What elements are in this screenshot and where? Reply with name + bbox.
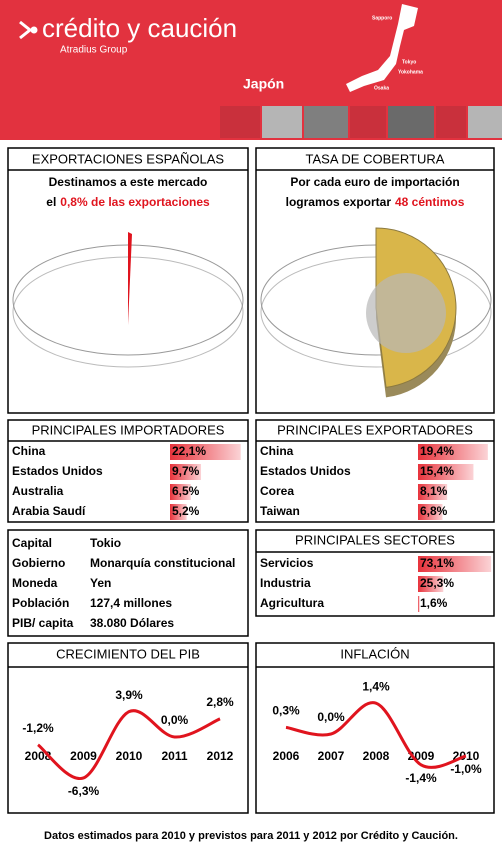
brand: crédito y caución xyxy=(42,13,237,43)
value-label: 6,5% xyxy=(172,484,200,498)
group: Atradius Group xyxy=(60,45,128,56)
city: Osaka xyxy=(374,85,389,91)
value-label: 0,3% xyxy=(272,704,300,718)
bar xyxy=(170,464,202,480)
x-tick-label: 2010 xyxy=(116,749,143,763)
value-label: 6,8% xyxy=(420,504,448,518)
bar xyxy=(170,484,191,500)
info-label: Población xyxy=(12,596,69,610)
x-tick-label: 2011 xyxy=(161,749,187,763)
logo-icon xyxy=(19,20,38,40)
category-label: Estados Unidos xyxy=(12,464,103,478)
x-tick-label: 2007 xyxy=(318,749,345,763)
value-label: -1,4% xyxy=(405,771,437,785)
category-label: Corea xyxy=(260,484,294,498)
info-value: 38.080 Dólares xyxy=(90,616,174,630)
value-label: 0,0% xyxy=(161,713,189,727)
info-value: Tokio xyxy=(90,536,121,550)
bar xyxy=(418,444,488,460)
info-value: 127,4 millones xyxy=(90,596,172,610)
value-label: 19,4% xyxy=(420,444,454,458)
category-label: Agricultura xyxy=(260,596,324,610)
category-label: Arabia Saudí xyxy=(12,504,86,518)
highlight: 0,8% de las exportaciones xyxy=(60,195,210,209)
panel-title: PRINCIPALES SECTORES xyxy=(295,532,455,547)
value-label: 73,1% xyxy=(420,556,454,570)
value-label: 15,4% xyxy=(420,464,454,478)
info-label: Capital xyxy=(12,536,52,550)
category-label: Australia xyxy=(12,484,64,498)
panel-text: logramos exportar 48 céntimos xyxy=(286,195,465,209)
category-label: China xyxy=(260,444,294,458)
text-part: logramos exportar xyxy=(286,195,392,209)
bar xyxy=(418,556,492,572)
info-label: PIB/ capita xyxy=(12,616,74,630)
bar xyxy=(418,576,444,592)
category-label: Taiwan xyxy=(260,504,300,518)
panel-title: PRINCIPALES EXPORTADORES xyxy=(277,422,473,437)
panel-title: TASA DE COBERTURA xyxy=(306,151,445,166)
bar xyxy=(418,464,474,480)
highlight: 48 céntimos xyxy=(395,195,465,209)
value-label: 22,1% xyxy=(172,444,206,458)
x-tick-label: 2009 xyxy=(70,749,97,763)
value-label: 1,4% xyxy=(362,679,390,693)
header-strip xyxy=(220,106,502,138)
line xyxy=(285,701,467,769)
value-label: 3,9% xyxy=(115,688,143,702)
value-label: 0,0% xyxy=(317,710,345,724)
footer: Datos estimados para 2010 y previstos pa… xyxy=(44,830,458,842)
value-label: -1,0% xyxy=(450,762,482,776)
panel-title: INFLACIÓN xyxy=(340,646,409,661)
panel-text: el 0,8% de las exportaciones xyxy=(46,195,210,209)
bar xyxy=(170,444,241,460)
category-label: Estados Unidos xyxy=(260,464,351,478)
bar xyxy=(418,484,448,500)
coin-center xyxy=(366,273,446,353)
info-value: Monarquía constitucional xyxy=(90,556,235,570)
map-cities: Sapporo Tokyo Yokohama Osaka xyxy=(372,15,423,91)
bar xyxy=(418,596,420,612)
info-value: Yen xyxy=(90,576,111,590)
value-label: 5,2% xyxy=(172,504,200,518)
city: Sapporo xyxy=(372,15,392,21)
x-tick-label: 2008 xyxy=(363,749,390,763)
city: Tokyo xyxy=(402,59,416,65)
panel-text: Por cada euro de importación xyxy=(290,175,459,189)
bar xyxy=(170,504,187,520)
line xyxy=(37,709,221,780)
value-label: 9,7% xyxy=(172,464,200,478)
value-label: -1,2% xyxy=(22,721,54,735)
japan-map xyxy=(346,4,418,92)
x-tick-label: 2012 xyxy=(207,749,234,763)
text-part: el xyxy=(46,195,56,209)
value-label: 8,1% xyxy=(420,484,448,498)
category-label: Industria xyxy=(260,576,311,590)
panel-frames xyxy=(7,147,495,814)
x-tick-label: 2006 xyxy=(273,749,300,763)
category-label: Servicios xyxy=(260,556,314,570)
value-label: 1,6% xyxy=(420,596,448,610)
panel-title: PRINCIPALES IMPORTADORES xyxy=(32,422,225,437)
category-label: China xyxy=(12,444,46,458)
panel-title: EXPORTACIONES ESPAÑOLAS xyxy=(32,151,224,166)
info-label: Gobierno xyxy=(12,556,65,570)
pie-slice xyxy=(128,232,132,325)
panel-text: Destinamos a este mercado xyxy=(49,175,208,189)
value-label: 2,8% xyxy=(206,695,234,709)
info-label: Moneda xyxy=(12,576,58,590)
country: Japón xyxy=(243,76,284,92)
value-label: -6,3% xyxy=(68,784,100,798)
city: Yokohama xyxy=(398,69,423,75)
bar xyxy=(418,504,443,520)
panel-title: CRECIMIENTO DEL PIB xyxy=(56,646,200,661)
value-label: 25,3% xyxy=(420,576,454,590)
